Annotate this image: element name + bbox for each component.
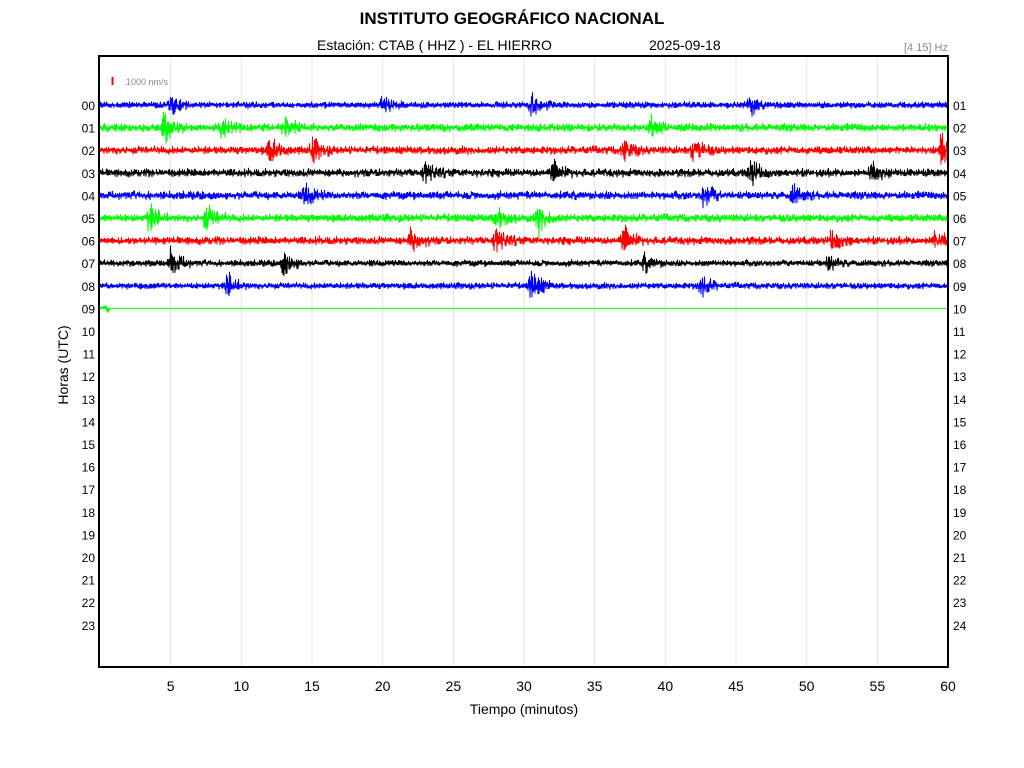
y-tick-label-right: 07 (953, 235, 967, 249)
y-tick-label-right: 11 (953, 325, 966, 339)
x-tick-labels: 5 10 15 20 25 30 35 40 45 50 55 60 (167, 678, 956, 694)
x-tick-label: 5 (167, 678, 175, 694)
scale-bar-label: 1000 nm/s (126, 77, 169, 87)
trace-hour-01 (99, 111, 949, 144)
y-tick-label-left: 19 (82, 528, 96, 542)
y-tick-label-left: 09 (82, 302, 96, 316)
x-tick-label: 35 (587, 678, 603, 694)
y-tick-labels-left: 00 01 02 03 04 05 06 07 08 09 10 11 12 13 14 15 16 17 18 19… (82, 99, 96, 633)
y-tick-label-right: 16 (953, 438, 967, 452)
y-tick-label-right: 03 (953, 144, 967, 158)
y-tick-label-left: 13 (82, 393, 96, 407)
y-tick-label-left: 11 (83, 348, 96, 362)
y-tick-label-left: 18 (82, 506, 96, 520)
date-label: 2025-09-18 (649, 37, 721, 53)
y-tick-label-right: 23 (953, 596, 967, 610)
trace-hour-04 (99, 182, 949, 209)
x-tick-label: 40 (658, 678, 674, 694)
trace-hour-03 (99, 158, 949, 187)
y-tick-label-right: 04 (953, 167, 967, 181)
x-tick-label: 50 (799, 678, 815, 694)
y-tick-label-left: 02 (82, 144, 96, 158)
y-tick-label-right: 19 (953, 506, 967, 520)
chart-title: INSTITUTO GEOGRÁFICO NACIONAL (359, 9, 665, 28)
y-tick-label-right: 09 (953, 280, 967, 294)
y-tick-label-left: 10 (82, 325, 96, 339)
scale-bar: 1000 nm/s (111, 77, 169, 87)
x-tick-label: 60 (940, 678, 956, 694)
y-tick-label-left: 07 (82, 257, 96, 271)
y-tick-label-right: 21 (953, 551, 967, 565)
y-tick-label-right: 13 (953, 370, 967, 384)
plot-frame (98, 55, 949, 668)
x-tick-label: 15 (304, 678, 320, 694)
y-tick-label-left: 16 (82, 461, 96, 475)
x-tick-label: 45 (728, 678, 744, 694)
x-tick-label: 20 (375, 678, 391, 694)
y-tick-label-left: 21 (82, 574, 96, 588)
x-tick-label: 10 (234, 678, 250, 694)
y-tick-label-right: 05 (953, 189, 967, 203)
y-tick-label-left: 00 (82, 99, 96, 113)
trace-hour-05 (99, 203, 949, 239)
grid-lines (170, 57, 878, 666)
y-tick-label-left: 20 (82, 551, 96, 565)
trace-hour-07 (99, 245, 949, 276)
y-tick-label-right: 18 (953, 483, 967, 497)
y-axis-label: Horas (UTC) (55, 325, 71, 404)
y-tick-label-left: 01 (82, 122, 96, 136)
station-label: Estación: CTAB ( HHZ ) - EL HIERRO (317, 37, 552, 53)
y-tick-label-right: 14 (953, 393, 967, 407)
y-tick-label-right: 24 (953, 619, 967, 633)
x-tick-label: 30 (516, 678, 532, 694)
y-tick-label-left: 23 (82, 619, 96, 633)
y-tick-label-left: 06 (82, 235, 96, 249)
traces (99, 92, 949, 314)
y-tick-label-right: 08 (953, 257, 967, 271)
y-tick-label-right: 20 (953, 528, 967, 542)
x-tick-label: 55 (870, 678, 886, 694)
y-tick-label-left: 08 (82, 280, 96, 294)
y-tick-label-right: 22 (953, 574, 967, 588)
x-axis-label: Tiempo (minutos) (470, 701, 578, 717)
trace-hour-02 (99, 132, 949, 165)
y-tick-label-right: 06 (953, 212, 967, 226)
y-tick-label-left: 17 (82, 483, 96, 497)
scale-bar-mark (111, 77, 114, 85)
y-tick-label-left: 22 (82, 596, 96, 610)
y-tick-label-right: 15 (953, 415, 967, 429)
y-tick-label-left: 14 (82, 415, 96, 429)
y-tick-label-right: 02 (953, 122, 967, 136)
trace-hour-09 (99, 305, 111, 314)
y-tick-label-right: 17 (953, 461, 967, 475)
y-tick-labels-right: 01 02 03 04 05 06 07 08 09 10 11 12 13 14 15 16 17 18 19 20… (953, 99, 967, 633)
y-tick-label-left: 04 (82, 189, 96, 203)
filter-band-label: [4 15] Hz (903, 42, 948, 54)
trace-hour-08 (99, 270, 949, 298)
y-tick-label-right: 01 (953, 99, 967, 113)
y-tick-label-left: 03 (82, 167, 96, 181)
y-tick-label-right: 12 (953, 348, 967, 362)
trace-hour-06 (99, 224, 949, 253)
y-tick-label-left: 05 (82, 212, 96, 226)
trace-hour-00 (99, 92, 949, 117)
y-tick-label-left: 15 (82, 438, 96, 452)
x-tick-label: 25 (446, 678, 462, 694)
y-tick-label-right: 10 (953, 302, 967, 316)
y-tick-label-left: 12 (82, 370, 96, 384)
